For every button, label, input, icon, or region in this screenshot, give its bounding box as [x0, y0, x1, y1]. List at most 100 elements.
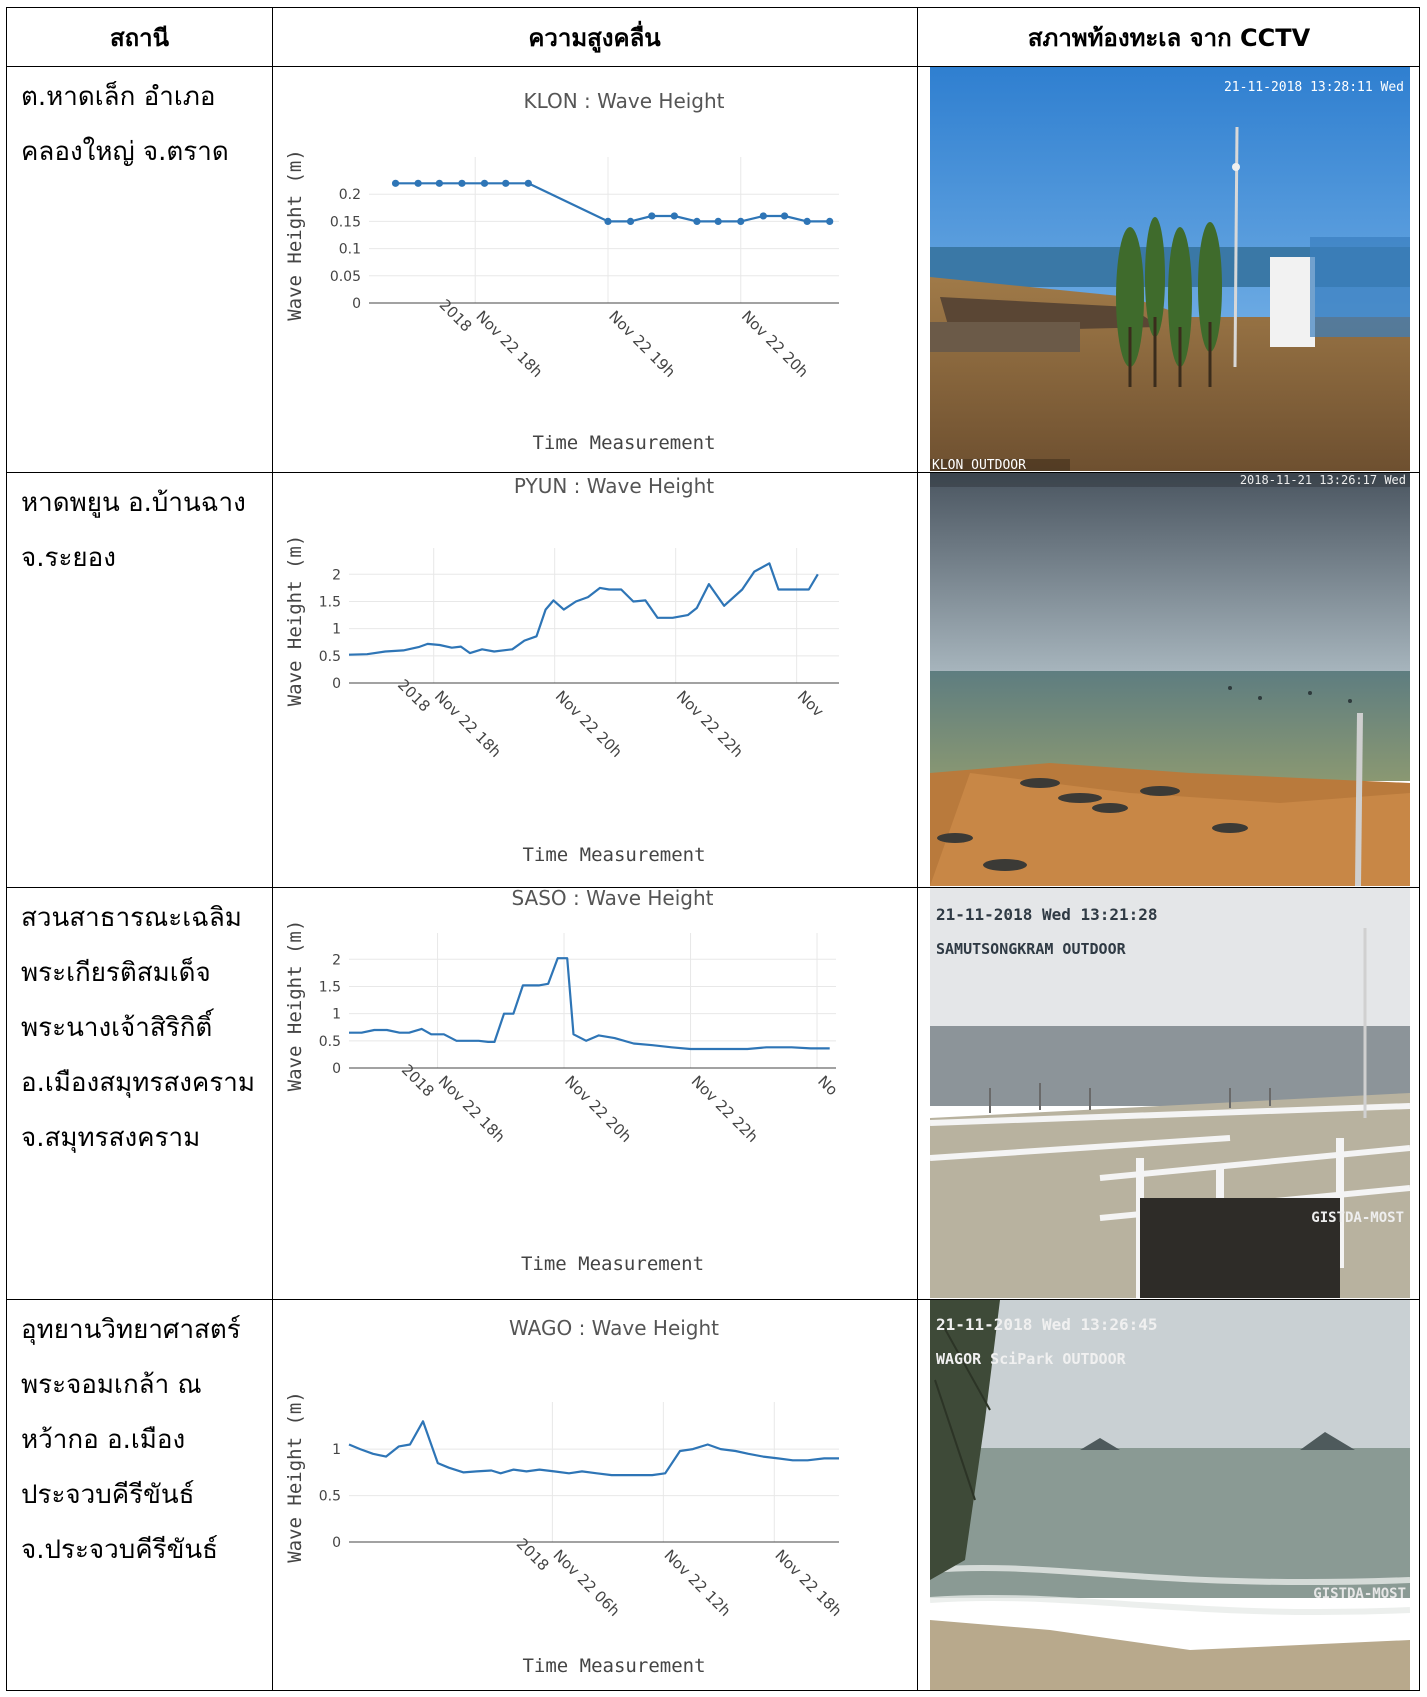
y-tick-label: 0 — [332, 1535, 341, 1551]
cctv-image-pyun: 2018-11-21 13:26:17 Wed — [930, 473, 1410, 886]
x-tick-label: Nov 22 20h — [738, 307, 812, 381]
chart-title: SASO : Wave Height — [511, 888, 713, 910]
cctv-scene: 2018-11-21 13:26:17 Wed — [930, 473, 1410, 886]
x-tick-group: Nov 22 20h — [738, 307, 812, 381]
y-tick-label: 1.5 — [319, 979, 341, 995]
data-point — [502, 179, 510, 187]
station-line: อุทยานวิทยาศาสตร์ — [21, 1315, 241, 1345]
x-tick-label: No — [814, 1072, 841, 1099]
y-tick-label: 2 — [332, 567, 341, 583]
x-tick-sublabel: 2018 — [513, 1535, 553, 1575]
y-tick-label: 1 — [332, 622, 341, 638]
station-line: พระนางเจ้าสิริกิติ์ — [21, 1013, 213, 1043]
x-tick-group: Nov 22 20h — [561, 1072, 635, 1146]
x-tick-label: Nov 22 20h — [561, 1072, 635, 1146]
data-point — [391, 179, 400, 187]
y-tick-label: 0 — [352, 296, 361, 312]
data-point — [626, 217, 635, 225]
row-divider — [7, 887, 1419, 888]
series-line — [348, 562, 819, 656]
data-point — [693, 217, 701, 225]
row-divider — [7, 472, 1419, 473]
x-tick-label: Nov 22 18h — [771, 1546, 845, 1620]
x-tick-label: Nov 22 18h — [435, 1072, 509, 1146]
header-sea-condition: สภาพท้องทะเล จาก CCTV — [1027, 23, 1311, 52]
wave-chart-pyun: PYUN : Wave Height Nov 22 18h 2018 Nov 22 2… — [273, 473, 917, 886]
cctv-timestamp: 21-11-2018 Wed 13:21:28 — [936, 905, 1158, 924]
cctv-label: SAMUTSONGKRAM OUTDOOR — [936, 940, 1127, 958]
data-point — [714, 217, 722, 225]
x-tick-label: Nov 22 18h — [472, 307, 546, 381]
x-tick-group: Nov 22 18h — [771, 1546, 845, 1620]
x-tick-group: Nov — [794, 687, 828, 721]
wave-chart-saso: SASO : Wave Height Nov 22 18h 2018 Nov 22 2… — [273, 888, 917, 1298]
x-tick-label: Nov 22 12h — [661, 1546, 735, 1620]
y-tick-label: 1.5 — [319, 594, 341, 610]
data-point — [648, 212, 656, 220]
header-station: สถานี — [109, 23, 170, 52]
data-point — [458, 179, 466, 187]
column-divider — [272, 8, 273, 1690]
cctv-label: WAGOR SciPark OUTDOOR — [936, 1350, 1127, 1368]
station-line: สวนสาธารณะเฉลิม — [21, 903, 242, 933]
y-axis-label: Wave Height (m) — [284, 920, 306, 1092]
station-name-wago: อุทยานวิทยาศาสตร์ พระจอมเกล้า ณ หว้ากอ อ… — [21, 1303, 261, 1578]
chart-title: PYUN : Wave Height — [514, 474, 714, 498]
y-tick-label: 0.1 — [339, 242, 361, 258]
cctv-timestamp: 21-11-2018 13:28:11 Wed — [1224, 80, 1404, 95]
column-divider — [917, 8, 918, 1690]
data-point — [826, 217, 834, 225]
x-tick-group: Nov 22 12h — [661, 1546, 735, 1620]
data-point — [670, 212, 678, 220]
station-line: จ.ประจวบคีรีขันธ์ — [21, 1535, 219, 1565]
station-line: ต.หาดเล็ก อำเภอ — [21, 82, 216, 112]
y-tick-label: 0.15 — [330, 214, 361, 230]
y-tick-label: 0.2 — [339, 187, 361, 203]
wave-chart-klon: KLON : Wave Height Nov 22 18h 2018 Nov 22 1… — [273, 67, 917, 471]
cctv-label: KLON OUTDOOR — [932, 458, 1026, 471]
station-line: จ.ระยอง — [21, 543, 116, 573]
y-tick-label: 0 — [332, 1061, 341, 1077]
station-line: พระจอมเกล้า ณ — [21, 1370, 202, 1400]
x-axis-label: Time Measurement — [522, 1655, 705, 1677]
cctv-watermark: GISTDA-MOST — [1311, 1210, 1404, 1226]
cctv-image-klon: 21-11-2018 13:28:11 Wed KLON OUTDOOR — [930, 67, 1410, 471]
x-tick-group: Nov 22 20h — [552, 687, 626, 761]
data-point — [414, 179, 422, 187]
y-tick-label: 2 — [332, 952, 341, 968]
cctv-scene: 21-11-2018 13:28:11 Wed KLON OUTDOOR — [930, 67, 1410, 471]
cctv-timestamp: 2018-11-21 13:26:17 Wed — [1240, 473, 1406, 487]
row-divider — [7, 66, 1419, 67]
y-tick-label: 0 — [332, 676, 341, 692]
station-line: หาดพยูน อ.บ้านฉาง — [21, 488, 246, 518]
y-tick-label: 0.05 — [330, 269, 361, 285]
row-divider — [7, 1299, 1419, 1300]
chart-title: WAGO : Wave Height — [509, 1316, 719, 1340]
y-tick-label: 0.5 — [319, 1034, 341, 1050]
x-tick-group: No — [814, 1072, 841, 1099]
x-tick-group: Nov 22 22h — [688, 1072, 762, 1146]
data-point — [524, 179, 532, 187]
y-tick-label: 1 — [332, 1442, 341, 1458]
x-tick-sublabel: 2018 — [398, 1061, 438, 1101]
x-tick-label: Nov 22 19h — [605, 307, 679, 381]
cctv-scene: 21-11-2018 Wed 13:26:45 WAGOR SciPark OU… — [930, 1300, 1410, 1690]
x-tick-label: Nov — [794, 687, 828, 721]
cctv-image-wago: 21-11-2018 Wed 13:26:45 WAGOR SciPark OU… — [930, 1300, 1410, 1690]
station-line: คลองใหญ่ จ.ตราด — [21, 137, 229, 167]
y-tick-label: 0.5 — [319, 1489, 341, 1505]
cctv-image-saso: 21-11-2018 Wed 13:21:28 SAMUTSONGKRAM OU… — [930, 888, 1410, 1298]
station-name-pyun: หาดพยูน อ.บ้านฉาง จ.ระยอง — [21, 476, 261, 586]
x-tick-group: Nov 22 19h — [605, 307, 679, 381]
y-axis-label: Wave Height (m) — [284, 1391, 306, 1563]
data-point — [803, 217, 811, 225]
x-axis-label: Time Measurement — [521, 1253, 704, 1275]
data-point — [480, 179, 489, 187]
series-line — [349, 957, 830, 1051]
x-tick-sublabel: 2018 — [436, 296, 476, 336]
